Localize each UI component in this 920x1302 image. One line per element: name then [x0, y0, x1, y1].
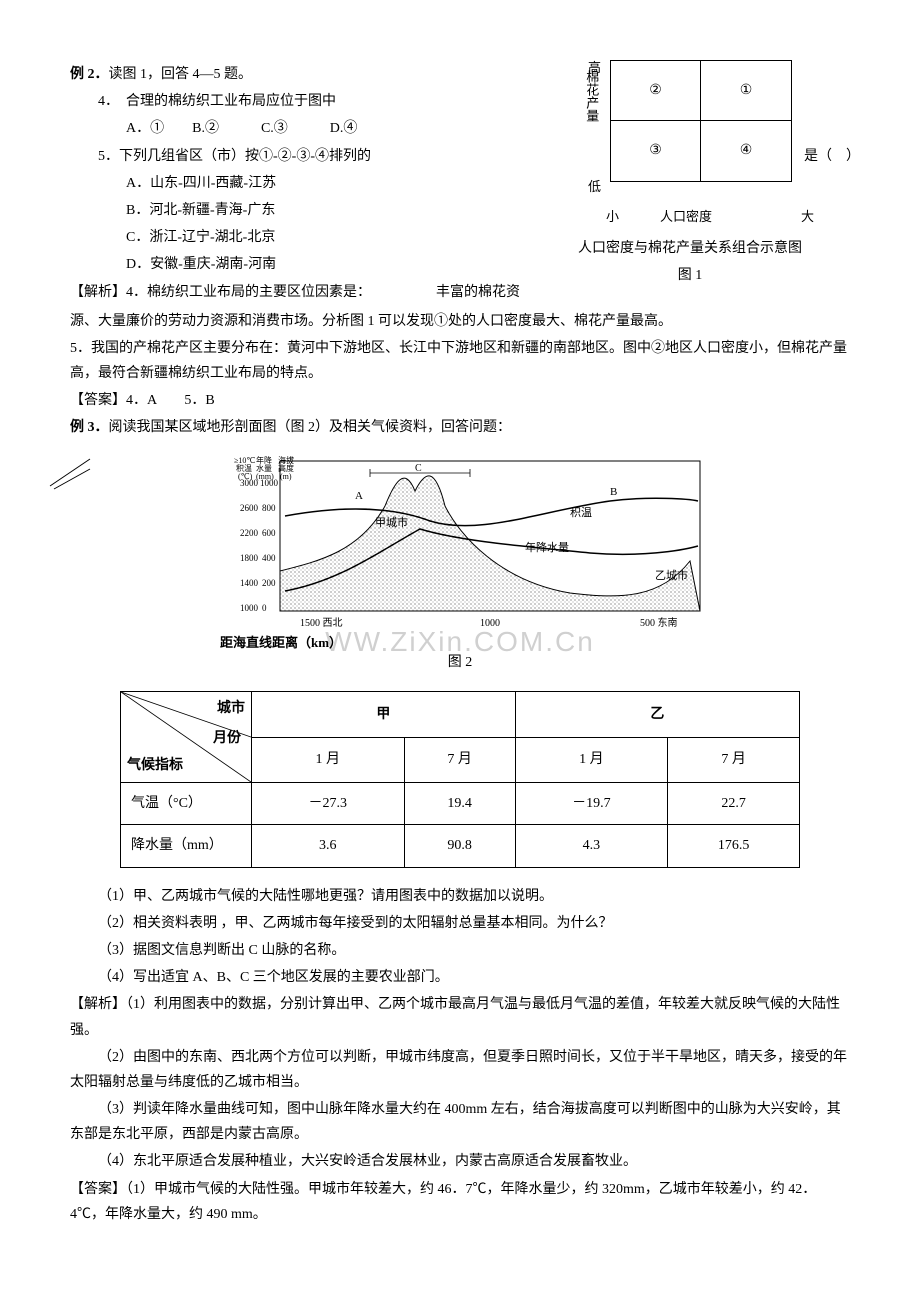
svg-text:A: A: [355, 490, 363, 502]
q5-stem-text: 5．下列几组省区（市）按①-②-③-④排列的: [98, 149, 371, 164]
svg-text:2200: 2200: [240, 528, 259, 538]
quad-cell-4: ④: [701, 121, 791, 181]
y-low-label: 低: [588, 175, 601, 198]
svg-text:乙城市: 乙城市: [655, 568, 688, 582]
figure-1-label: 图 1: [530, 263, 850, 288]
quadrant-grid: ② ① ③ ④: [610, 60, 792, 182]
svg-text:1000: 1000: [240, 603, 259, 613]
analysis-3: （3）判读年降水量曲线可知，图中山脉年降水量大约在 400mm 左右，结合海拔高…: [70, 1097, 850, 1147]
svg-text:500 东南: 500 东南: [640, 616, 678, 629]
svg-text:0: 0: [262, 603, 267, 613]
example2-title: 例 2．: [70, 67, 109, 82]
question-2: （2）相关资料表明 ，甲、乙两城市每年接受到的太阳辐射总量基本相同。为什么？: [70, 911, 850, 936]
svg-text:(℃): (℃): [238, 472, 253, 481]
climate-table: 城市 月份 气候指标 甲 乙 1 月 7 月 1 月 7 月 气温（°C） －2…: [120, 691, 800, 867]
analysis4-tail: 丰富的棉花资: [436, 280, 520, 305]
svg-text:B: B: [610, 486, 617, 498]
x-small-label: 小: [606, 205, 619, 228]
svg-text:1500 西北: 1500 西北: [300, 617, 343, 629]
month-7b: 7 月: [668, 737, 800, 783]
svg-text:400: 400: [262, 553, 276, 563]
answer-ex2: 【答案】4．A 5．B: [70, 388, 850, 413]
header-metric: 气候指标: [127, 753, 183, 778]
cell: 3.6: [252, 825, 405, 867]
svg-text:(mm): (mm): [256, 472, 274, 481]
corner-header: 城市 月份 气候指标: [121, 692, 252, 783]
month-1a: 1 月: [252, 737, 405, 783]
svg-text:积温: 积温: [570, 506, 592, 519]
row-label-precip: 降水量（mm）: [121, 825, 252, 867]
city-yi: 乙: [515, 692, 799, 738]
y-axis-label: 棉花产量: [584, 70, 598, 122]
cell: 4.3: [515, 825, 668, 867]
analysis4-cont: 源、大量廉价的劳动力资源和消费市场。分析图 1 可以发现①处的人口密度最大、棉花…: [70, 309, 850, 334]
cell: 176.5: [668, 825, 800, 867]
row-label-temp: 气温（°C）: [121, 783, 252, 825]
quad-cell-1: ①: [701, 61, 791, 121]
x-big-label: 大: [801, 205, 814, 228]
answer-1: 【答案】（1）甲城市气候的大陆性强。甲城市年较差大，约 46．7℃，年降水量少，…: [70, 1177, 850, 1227]
svg-text:(m): (m): [280, 472, 292, 481]
svg-text:1000: 1000: [480, 618, 500, 629]
figure-1-caption: 人口密度与棉花产量关系组合示意图: [530, 236, 850, 261]
header-month: 月份: [213, 726, 241, 751]
svg-text:1800: 1800: [240, 553, 259, 563]
city-jia: 甲: [252, 692, 516, 738]
month-7a: 7 月: [404, 737, 515, 783]
question-1: （1）甲、乙两城市气候的大陆性哪地更强？请用图表中的数据加以说明。: [70, 884, 850, 909]
figure-2: A B C 甲城市 积温 年降水量 乙城市 1000 1400 1800 220…: [70, 451, 850, 676]
arrow-icon: [40, 451, 100, 491]
cell: －27.3: [252, 783, 405, 825]
example2-prompt: 读图 1，回答 4—5 题。: [109, 67, 253, 82]
analysis4-lead: 【解析】4．棉纺织工业布局的主要区位因素是：: [70, 285, 371, 300]
cell: 19.4: [404, 783, 515, 825]
analysis5: 5．我国的产棉花产区主要分布在：黄河中下游地区、长江中下游地区和新疆的南部地区。…: [70, 336, 850, 386]
svg-text:600: 600: [262, 528, 276, 538]
cell: 90.8: [404, 825, 515, 867]
question-4: （4）写出适宜 A、B、C 三个地区发展的主要农业部门。: [70, 965, 850, 990]
month-1b: 1 月: [515, 737, 668, 783]
cell: 22.7: [668, 783, 800, 825]
example3-title: 例 3．: [70, 420, 109, 435]
cell: －19.7: [515, 783, 668, 825]
figure-1: 高 棉花产量 ② ① ③ ④ 低 小 人口密度 大 人口密度与棉花产量关系组合示…: [530, 60, 850, 288]
quad-cell-3: ③: [611, 121, 701, 181]
table-header-row: 城市 月份 气候指标 甲 乙: [121, 692, 800, 738]
svg-text:C: C: [415, 463, 422, 474]
figure-2-label: 图 2: [70, 650, 850, 675]
svg-text:年降水量: 年降水量: [525, 540, 569, 554]
analysis-4: （4）东北平原适合发展种植业，大兴安岭适合发展林业，内蒙古高原适合发展畜牧业。: [70, 1149, 850, 1174]
header-city: 城市: [217, 696, 245, 721]
svg-text:2600: 2600: [240, 503, 259, 513]
x-axis-label: 人口密度: [660, 205, 712, 228]
analysis-1: 【解析】（1）利用图表中的数据，分别计算出甲、乙两个城市最高月气温与最低月气温的…: [70, 992, 850, 1042]
quad-cell-2: ②: [611, 61, 701, 121]
example3-prompt: 阅读我国某区域地形剖面图（图 2）及相关气候资料，回答问题：: [109, 420, 512, 435]
svg-text:800: 800: [262, 503, 276, 513]
example3-line: 例 3．阅读我国某区域地形剖面图（图 2）及相关气候资料，回答问题：: [70, 415, 850, 440]
svg-text:甲城市: 甲城市: [375, 515, 408, 529]
table-row: 降水量（mm） 3.6 90.8 4.3 176.5: [121, 825, 800, 867]
svg-text:1400: 1400: [240, 578, 259, 588]
quadrant-box: 高 棉花产量 ② ① ③ ④ 低 小 人口密度 大: [570, 60, 810, 210]
cross-section-chart: A B C 甲城市 积温 年降水量 乙城市 1000 1400 1800 220…: [190, 451, 730, 641]
table-row: 气温（°C） －27.3 19.4 －19.7 22.7: [121, 783, 800, 825]
question-3: （3）据图文信息判断出 C 山脉的名称。: [70, 938, 850, 963]
svg-text:200: 200: [262, 578, 276, 588]
analysis-2: （2）由图中的东南、西北两个方位可以判断，甲城市纬度高，但夏季日照时间长，又位于…: [70, 1045, 850, 1095]
